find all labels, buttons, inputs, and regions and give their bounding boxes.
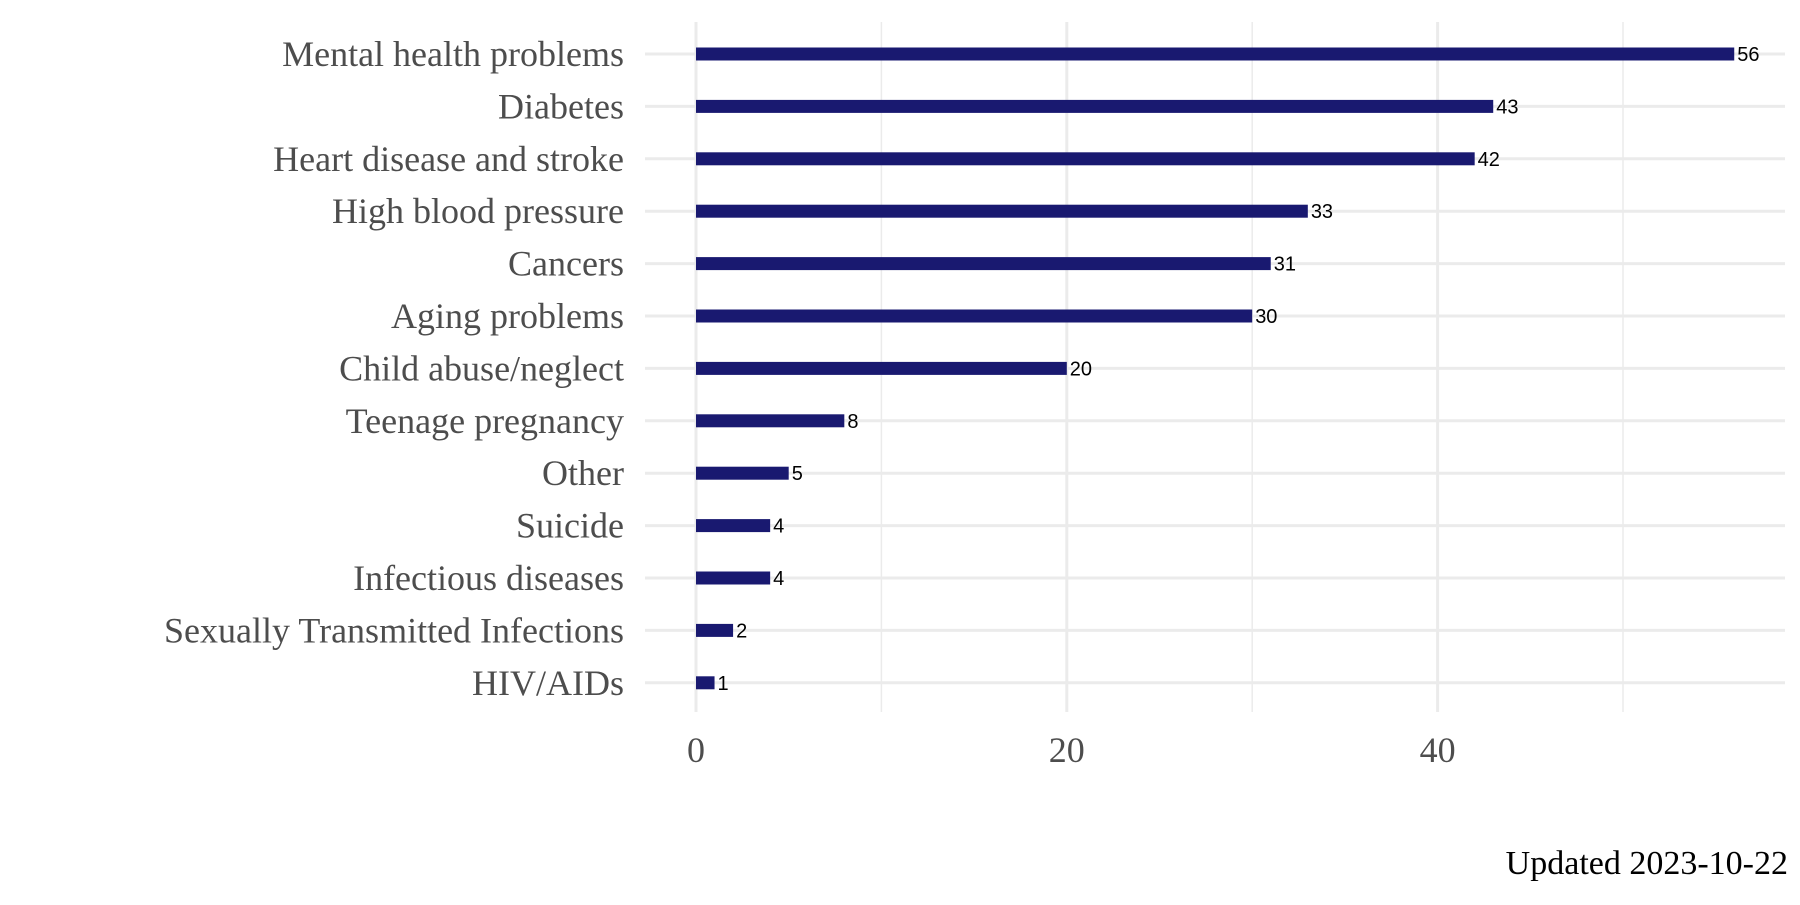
category-label: Cancers (508, 244, 624, 284)
labels-layer: Mental health problems 56 Diabetes 43 Heart … (164, 34, 1759, 770)
x-tick-label: 20 (1049, 730, 1085, 770)
data-label: 4 (773, 568, 784, 590)
bar (696, 571, 771, 585)
category-label: Mental health problems (282, 34, 624, 74)
category-label: Aging problems (391, 296, 624, 336)
bar (696, 676, 715, 690)
category-label: Heart disease and stroke (273, 139, 624, 179)
category-label: Infectious diseases (353, 558, 624, 598)
bar (696, 257, 1271, 271)
data-label: 4 (773, 516, 784, 538)
data-label: 20 (1070, 358, 1092, 380)
bar (696, 466, 789, 480)
bar (696, 623, 734, 637)
category-label: Other (542, 453, 624, 493)
category-label: Diabetes (498, 86, 624, 126)
bar (696, 309, 1253, 323)
bar (696, 47, 1735, 61)
data-label: 33 (1311, 201, 1333, 223)
category-label: Child abuse/neglect (339, 348, 624, 388)
data-label: 42 (1478, 149, 1500, 171)
data-label: 8 (847, 411, 858, 433)
bar (696, 99, 1494, 113)
bars-layer (696, 47, 1735, 690)
data-label: 30 (1255, 306, 1277, 328)
data-label: 5 (792, 463, 803, 485)
category-label: Sexually Transmitted Infections (164, 610, 624, 650)
category-label: Teenage pregnancy (346, 401, 624, 441)
data-label: 56 (1737, 44, 1759, 66)
data-label: 2 (736, 620, 747, 642)
data-label: 31 (1274, 254, 1296, 276)
category-label: Suicide (516, 506, 624, 546)
bar (696, 152, 1475, 166)
category-label: HIV/AIDs (472, 663, 624, 703)
data-label: 1 (718, 673, 729, 695)
updated-caption: Updated 2023-10-22 (1505, 845, 1788, 882)
x-tick-label: 40 (1420, 730, 1456, 770)
bar (696, 204, 1308, 218)
x-tick-label: 0 (687, 730, 705, 770)
bar (696, 519, 771, 533)
data-label: 43 (1496, 96, 1518, 118)
bar (696, 414, 845, 428)
category-label: High blood pressure (332, 191, 624, 231)
bar (696, 361, 1067, 375)
